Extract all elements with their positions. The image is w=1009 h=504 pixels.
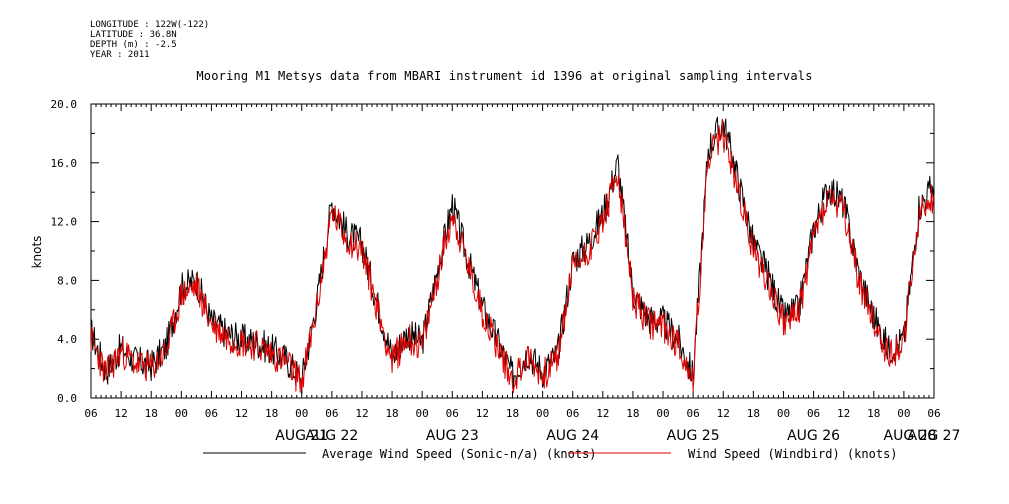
depth-label: DEPTH (m) : -2.5 xyxy=(90,40,177,50)
series-line-sonic xyxy=(90,116,935,395)
x-day-label: AUG 21 xyxy=(275,428,328,444)
x-tick-label: 00 xyxy=(777,407,790,420)
y-tick-label: 20.0 xyxy=(51,98,78,111)
x-day-label: AUG 23 xyxy=(426,428,479,444)
plot-border xyxy=(90,103,935,399)
y-tick-label: 8.0 xyxy=(57,274,77,287)
legend: Average Wind Speed (Sonic-n/a) (knots) W… xyxy=(203,447,898,461)
series-layer xyxy=(90,116,935,395)
y-axis-label: knots xyxy=(30,236,44,269)
x-tick-label: 00 xyxy=(175,407,188,420)
x-axis: 06 12 18 00 06 12 18 00 06 12 18 00 06 12 18 00 06 12 18 00… xyxy=(84,104,960,444)
longitude-label: LONGITUDE : 122W(-122) xyxy=(90,20,210,30)
x-tick-label: 00 xyxy=(897,407,910,420)
metadata-block: LONGITUDE : 122W(-122) LATITUDE : 36.8N … xyxy=(90,20,209,60)
x-tick-label: 12 xyxy=(235,407,248,420)
x-day-label: AUG 26 xyxy=(787,428,840,444)
x-tick-label: 00 xyxy=(416,407,429,420)
chart-title: Mooring M1 Metsys data from MBARI instru… xyxy=(196,69,813,83)
x-tick-label: 12 xyxy=(837,407,850,420)
latitude-label: LATITUDE : 36.8N xyxy=(90,30,177,40)
x-tick-label: 06 xyxy=(84,407,97,420)
y-tick-label: 16.0 xyxy=(51,157,78,170)
x-tick-label: 06 xyxy=(807,407,820,420)
plot-frame xyxy=(90,103,935,399)
x-tick-label: 18 xyxy=(626,407,639,420)
y-tick-label: 0.0 xyxy=(57,392,77,405)
y-tick-label: 12.0 xyxy=(51,216,78,229)
x-tick-label: 18 xyxy=(867,407,880,420)
legend-label-windbird: Wind Speed (Windbird) (knots) xyxy=(688,447,898,461)
x-tick-label: 12 xyxy=(355,407,368,420)
x-tick-label: 12 xyxy=(114,407,127,420)
x-tick-label: 00 xyxy=(656,407,669,420)
x-day-label: AUG 24 xyxy=(546,428,599,444)
y-axis: 0.0 4.0 8.0 12.0 16.0 20.0 xyxy=(51,98,934,405)
x-tick-label: 18 xyxy=(506,407,519,420)
y-tick-label: 4.0 xyxy=(57,333,77,346)
x-tick-label: 06 xyxy=(205,407,218,420)
x-tick-label: 18 xyxy=(265,407,278,420)
x-tick-label: 18 xyxy=(747,407,760,420)
x-tick-label: 12 xyxy=(596,407,609,420)
x-day-label: AUG 25 xyxy=(667,428,720,444)
x-day-label: AUG 28 xyxy=(884,428,937,444)
x-tick-label: 12 xyxy=(476,407,489,420)
x-tick-label: 06 xyxy=(566,407,579,420)
x-tick-label: 06 xyxy=(927,407,940,420)
x-tick-label: 06 xyxy=(446,407,459,420)
x-tick-label: 12 xyxy=(717,407,730,420)
x-day-label: AUG 27 xyxy=(908,428,961,444)
series-line-windbird xyxy=(90,118,935,394)
x-tick-label: 06 xyxy=(325,407,338,420)
x-tick-label: 06 xyxy=(687,407,700,420)
x-day-label: AUG 22 xyxy=(305,428,358,444)
x-tick-label: 00 xyxy=(295,407,308,420)
x-tick-label: 18 xyxy=(385,407,398,420)
legend-label-sonic: Average Wind Speed (Sonic-n/a) (knots) xyxy=(322,447,597,461)
x-tick-label: 00 xyxy=(536,407,549,420)
year-label: YEAR : 2011 xyxy=(90,50,150,60)
x-tick-label: 18 xyxy=(145,407,158,420)
